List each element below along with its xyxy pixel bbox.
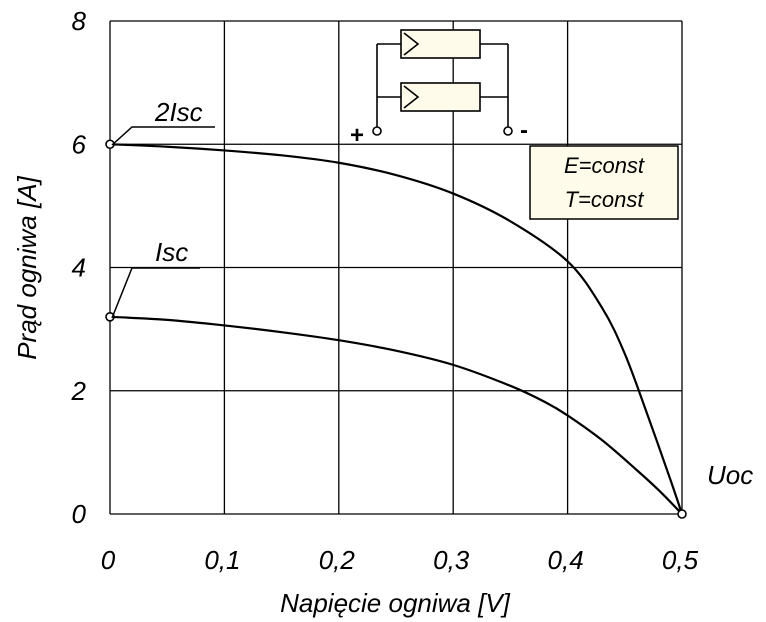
x-axis-title: Napięcie ogniwa [V] <box>280 588 511 618</box>
series-line-2isc <box>109 143 684 515</box>
parallel-cells-diagram <box>372 29 513 136</box>
y-tick-label: 6 <box>72 129 87 159</box>
conditions-box: E=const T=const <box>529 145 679 220</box>
y-tick-label: 0 <box>72 499 87 529</box>
chart-grid <box>109 20 683 515</box>
minus-sign: - <box>520 117 528 144</box>
annotation-leaders <box>111 126 215 319</box>
x-tick-label: 0,5 <box>662 545 699 575</box>
y-tick-labels: 0 2 4 6 8 <box>71 6 87 529</box>
isc-leader <box>111 267 200 319</box>
condition-t: T=const <box>565 187 645 212</box>
uoc-label: Uoc <box>707 460 753 490</box>
condition-e: E=const <box>564 153 645 178</box>
cell-1 <box>400 29 481 59</box>
two-isc-label: 2Isc <box>154 97 203 127</box>
y-tick-label: 2 <box>71 376 87 406</box>
plus-sign: + <box>350 122 364 149</box>
conditions-box-frame <box>529 145 679 220</box>
x-tick-label: 0 <box>101 545 116 575</box>
cell-2 <box>400 82 481 112</box>
x-tick-label: 0,1 <box>204 545 240 575</box>
y-tick-label: 8 <box>72 6 87 36</box>
iv-curves <box>109 143 684 515</box>
point-start-isc <box>105 311 115 322</box>
x-tick-label: 0,2 <box>319 545 356 575</box>
terminal-minus <box>503 126 513 136</box>
y-axis-title: Prąd ogniwa [A] <box>12 175 42 359</box>
point-start-2isc <box>105 139 115 150</box>
two-isc-leader <box>111 126 215 146</box>
cell-2-symbol <box>403 85 420 109</box>
cell-1-symbol <box>403 32 420 56</box>
terminal-plus <box>372 126 382 136</box>
series-line-isc <box>109 315 683 515</box>
isc-label: Isc <box>155 237 188 267</box>
x-tick-label: 0,4 <box>548 545 584 575</box>
curve-markers <box>105 139 687 519</box>
point-uoc <box>677 509 687 519</box>
x-tick-label: 0,3 <box>433 545 470 575</box>
x-tick-labels: 0 0,1 0,2 0,3 0,4 0,5 <box>101 545 699 575</box>
y-tick-label: 4 <box>72 253 86 283</box>
